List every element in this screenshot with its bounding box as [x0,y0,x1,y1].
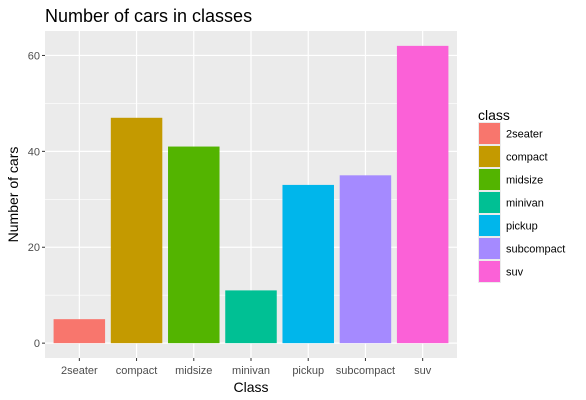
legend-swatch-minivan [479,192,500,213]
y-tick-label: 0 [34,338,40,350]
x-tick-label: midsize [175,365,212,377]
x-axis-ticks: 2seater compact midsize minivan pickup subcom… [61,358,432,377]
bar-minivan [225,290,277,344]
bars-group [53,45,449,344]
y-axis-title: Number of cars [5,147,21,243]
x-tick-label: 2seater [61,365,98,377]
y-tick-label: 40 [28,146,40,158]
bar-2seater [53,319,106,344]
legend-label-pickup: pickup [506,221,538,233]
legend-label-subcompact: subcompact [506,244,565,256]
bar-suv [396,45,449,344]
chart-title: Number of cars in classes [45,6,252,26]
legend-swatch-pickup [479,215,500,236]
legend-items: 2seater compact midsize minivan pickup subcom… [478,122,565,283]
x-tick-label: suv [414,365,432,377]
bar-pickup [282,184,334,344]
legend-label-minivan: minivan [506,198,544,210]
bar-compact [110,117,163,344]
legend-swatch-subcompact [479,238,500,259]
legend: class 2seater compact midsize minivan pickup… [478,107,565,283]
legend-label-compact: compact [506,152,548,164]
y-axis-ticks: 0 20 40 60 [28,50,45,350]
legend-label-2seater: 2seater [506,129,543,141]
x-tick-label: compact [116,365,158,377]
bar-midsize [168,146,220,344]
y-tick-label: 20 [28,242,40,254]
x-axis-title: Class [233,379,268,395]
legend-swatch-compact [479,146,500,167]
legend-swatch-2seater [479,123,500,144]
legend-label-midsize: midsize [506,175,543,187]
legend-swatch-suv [479,261,500,282]
legend-title: class [478,107,510,123]
x-tick-label: minivan [232,365,270,377]
legend-label-suv: suv [506,267,524,279]
x-tick-label: subcompact [336,365,395,377]
x-tick-label: pickup [292,365,324,377]
legend-swatch-midsize [479,169,500,190]
bar-subcompact [339,175,392,344]
y-tick-label: 60 [28,50,40,62]
